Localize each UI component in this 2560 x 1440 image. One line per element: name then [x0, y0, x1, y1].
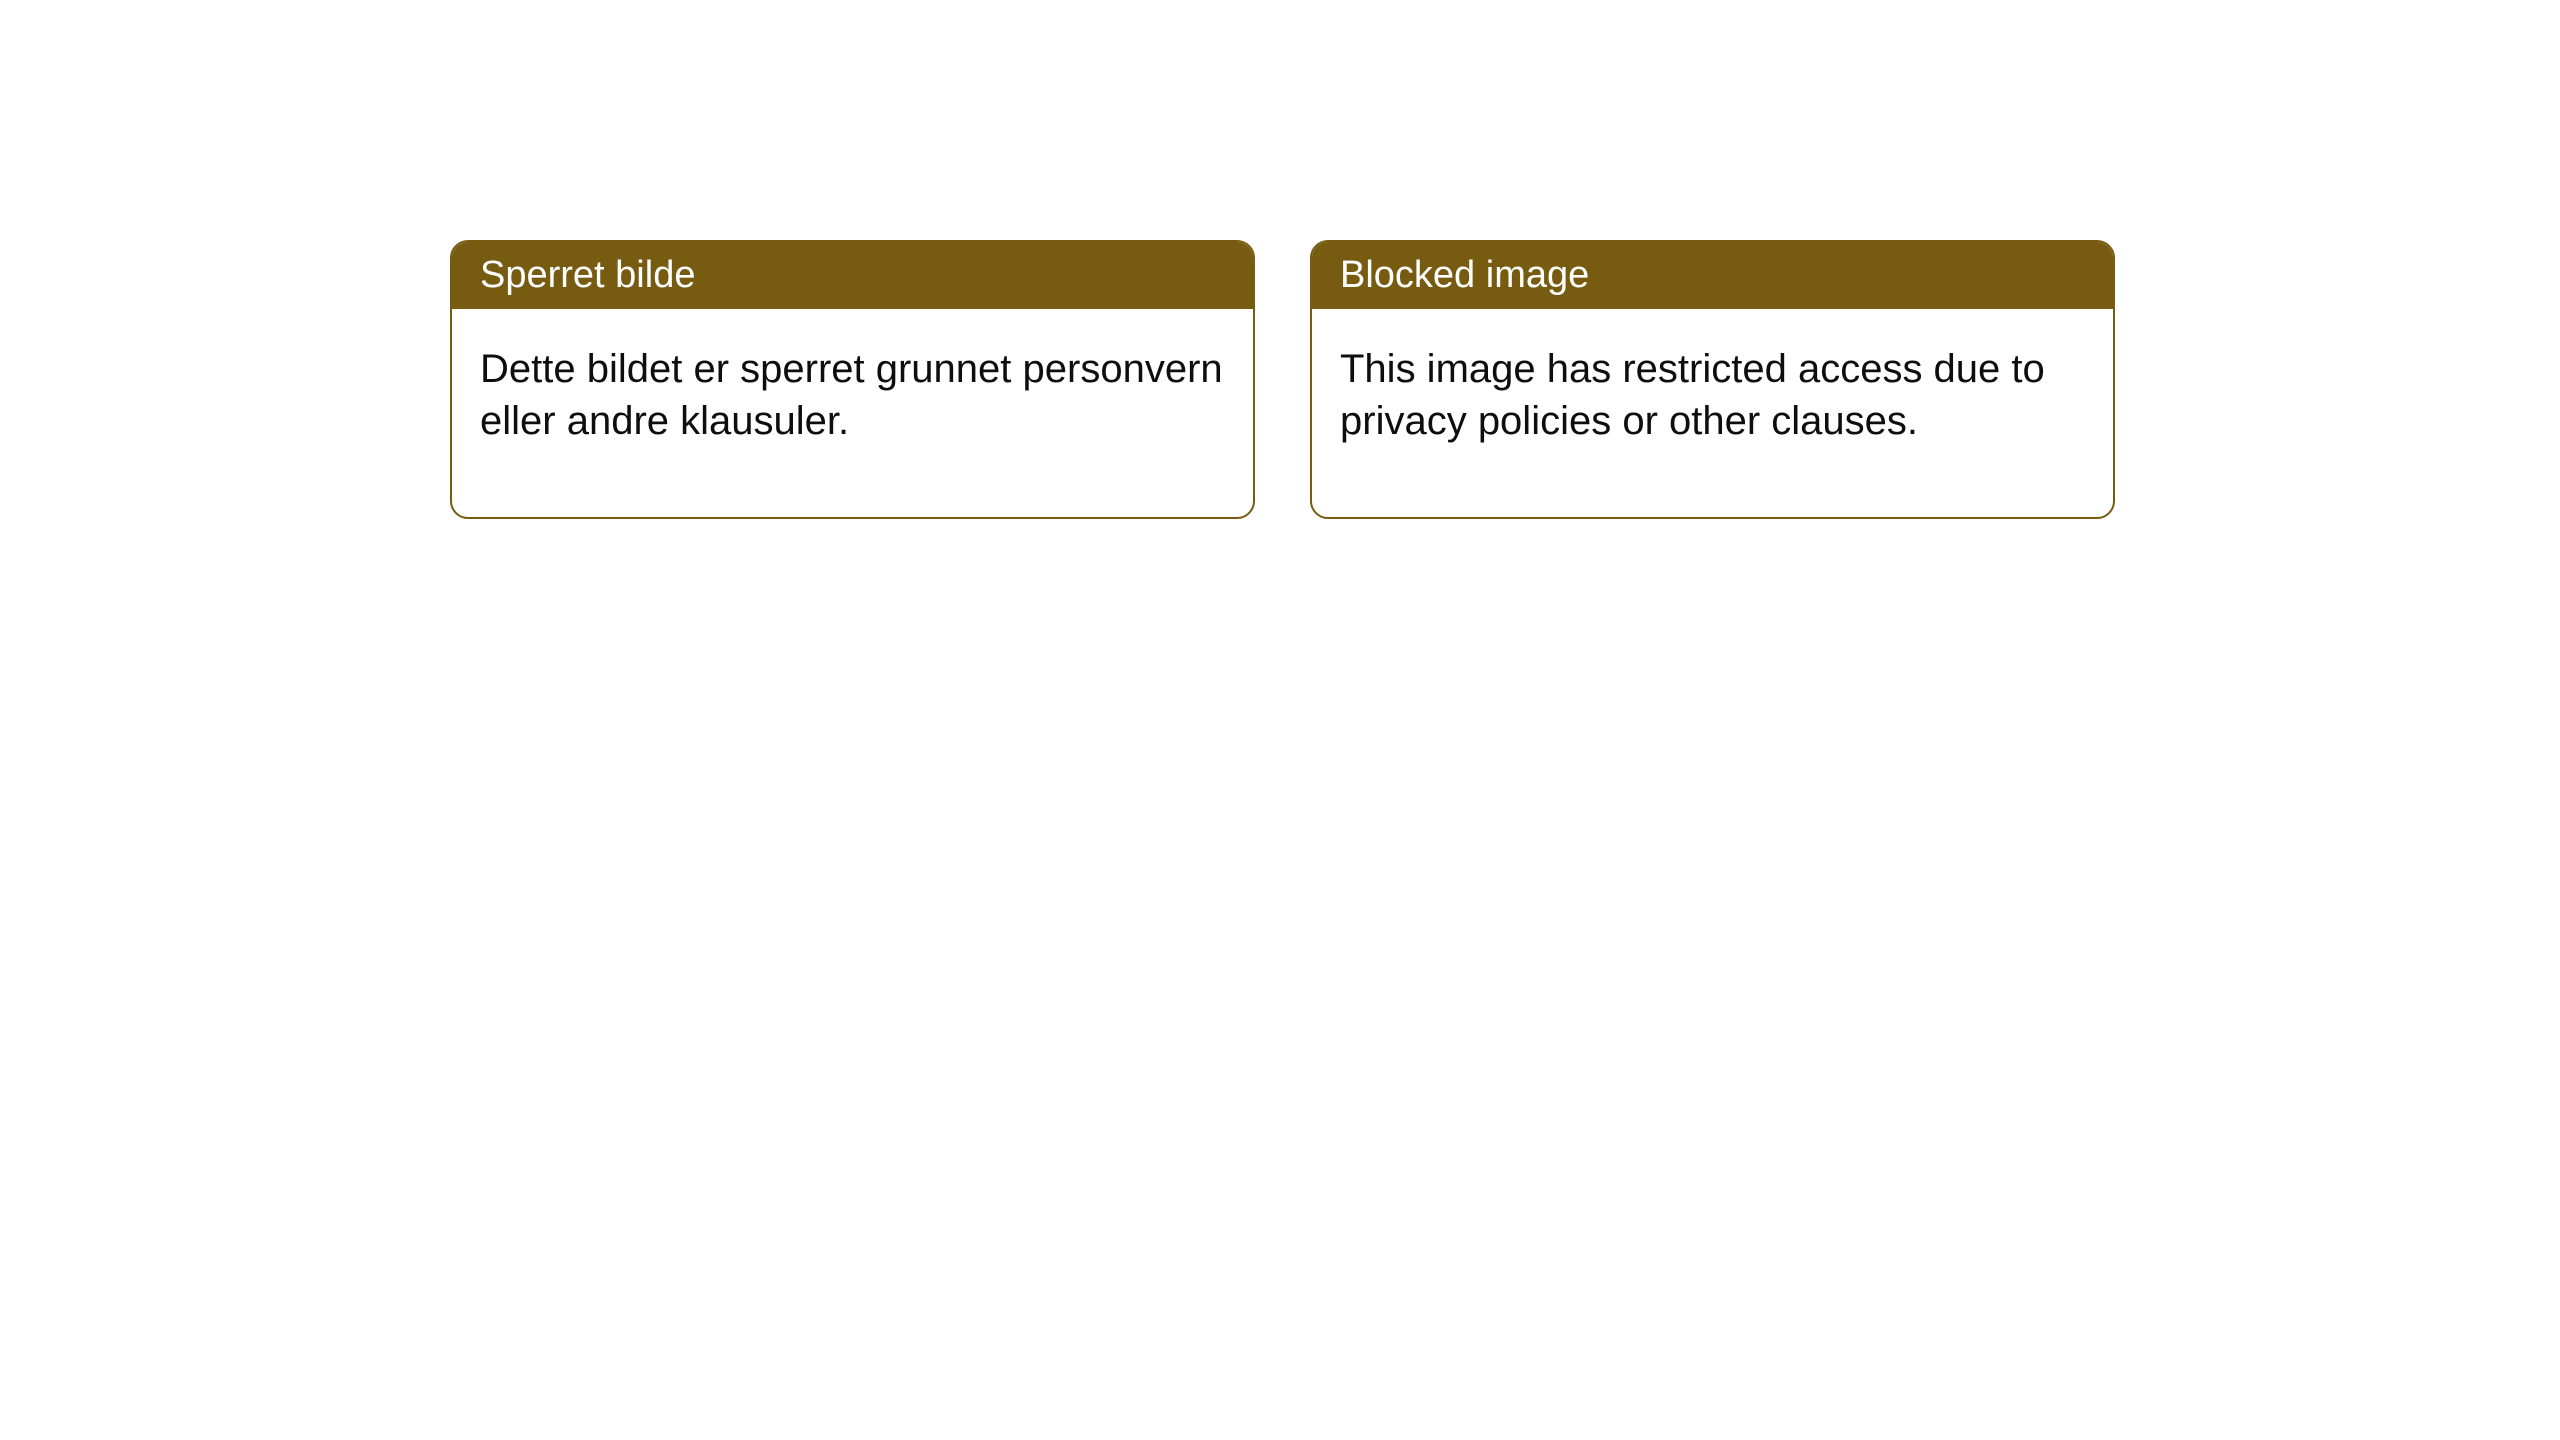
card-title: Blocked image	[1340, 254, 1589, 296]
card-message: Dette bildet er sperret grunnet personve…	[480, 347, 1223, 443]
card-header: Sperret bilde	[452, 242, 1253, 309]
card-body: Dette bildet er sperret grunnet personve…	[452, 309, 1253, 517]
card-title: Sperret bilde	[480, 254, 695, 296]
blocked-image-card-english: Blocked image This image has restricted …	[1310, 240, 2115, 519]
card-header: Blocked image	[1312, 242, 2113, 309]
card-message: This image has restricted access due to …	[1340, 347, 2045, 443]
blocked-image-card-norwegian: Sperret bilde Dette bildet er sperret gr…	[450, 240, 1255, 519]
notice-container: Sperret bilde Dette bildet er sperret gr…	[0, 0, 2560, 519]
card-body: This image has restricted access due to …	[1312, 309, 2113, 517]
